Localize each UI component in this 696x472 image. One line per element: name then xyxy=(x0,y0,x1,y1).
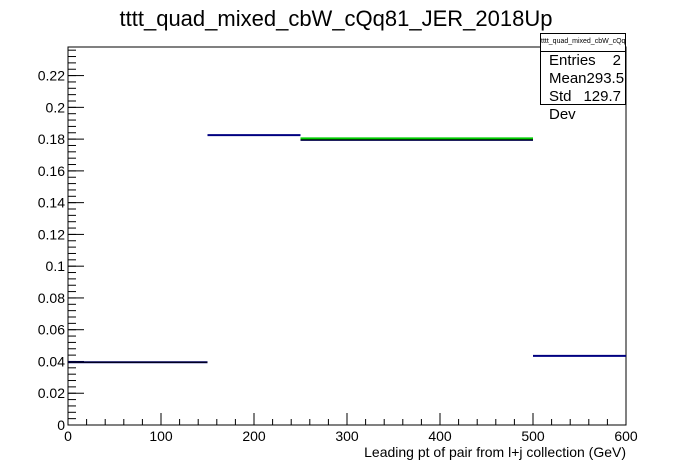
x-tick-label: 300 xyxy=(335,428,359,444)
y-axis: 0 0.02 0.04 0.06 0.08 0.1 0.12 0.14 0.16 0.18 0.2 0… xyxy=(38,49,84,433)
y-tick-label: 0.22 xyxy=(38,68,65,84)
stats-entries-value: 2 xyxy=(612,52,621,69)
x-tick-label: 0 xyxy=(64,428,72,444)
y-tick-label: 0.14 xyxy=(38,195,65,211)
x-tick-label: 200 xyxy=(242,428,266,444)
y-tick-label: 0.04 xyxy=(38,353,65,369)
y-tick-label: 0.16 xyxy=(38,163,65,179)
x-tick-label: 600 xyxy=(614,428,638,444)
y-tick-label: 0.18 xyxy=(38,131,65,147)
stats-stddev-value: 129.7 xyxy=(583,88,621,105)
stats-mean-row: Mean 293.5 xyxy=(541,70,625,88)
stats-stddev-label: Std Dev xyxy=(549,88,576,123)
y-tick-label: 0.1 xyxy=(46,258,66,274)
y-tick-label: 0.12 xyxy=(38,226,65,242)
x-axis: 0 100 200 300 400 500 600 xyxy=(64,413,638,444)
x-tick-label: 400 xyxy=(428,428,452,444)
stats-entries-label: Entries xyxy=(549,52,596,69)
y-tick-label: 0.02 xyxy=(38,385,65,401)
x-tick-label: 100 xyxy=(149,428,173,444)
x-axis-label: Leading pt of pair from l+j collection (… xyxy=(364,444,626,460)
stats-entries-row: Entries 2 xyxy=(541,52,625,70)
stats-mean-value: 293.5 xyxy=(586,70,625,87)
histogram-bins xyxy=(68,134,626,364)
stats-stddev-row: Std Dev 129.7 xyxy=(541,88,625,124)
y-tick-label: 0.08 xyxy=(38,290,65,306)
stats-box: tttt_quad_mixed_cbW_cQq81_JER_2018Up Ent… xyxy=(540,33,626,123)
y-tick-label: 0.06 xyxy=(38,322,65,338)
y-tick-label: 0 xyxy=(57,417,65,433)
stats-mean-label: Mean xyxy=(549,70,587,87)
x-tick-label: 500 xyxy=(521,428,545,444)
y-tick-label: 0.2 xyxy=(46,99,66,115)
stats-box-title: tttt_quad_mixed_cbW_cQq81_JER_2018Up xyxy=(541,34,625,52)
chart-title: tttt_quad_mixed_cbW_cQq81_JER_2018Up xyxy=(120,6,553,31)
